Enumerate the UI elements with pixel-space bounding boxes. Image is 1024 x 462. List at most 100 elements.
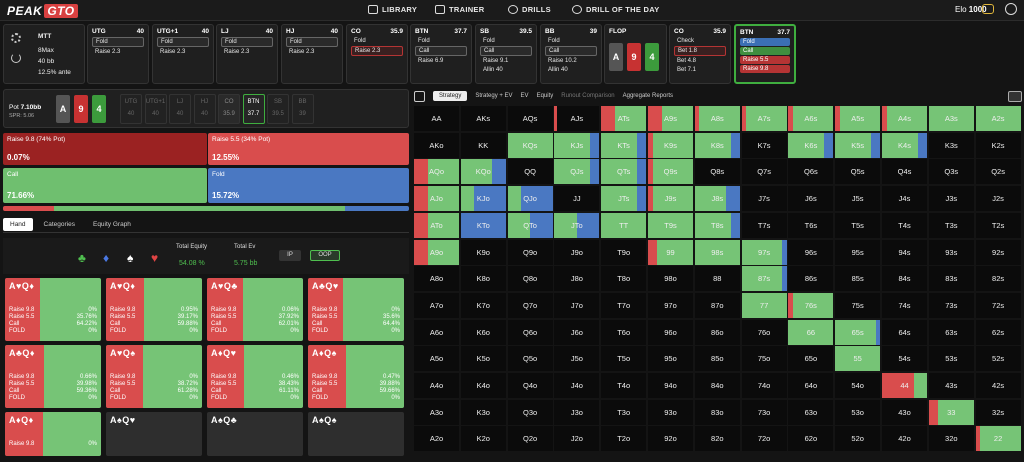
- action-option[interactable]: Call: [480, 46, 532, 56]
- range-cell[interactable]: Q2o: [507, 426, 553, 452]
- range-cell[interactable]: 96s: [788, 239, 834, 265]
- range-cell[interactable]: K3o: [460, 399, 506, 425]
- range-cell[interactable]: J8s: [694, 186, 740, 212]
- user-icon[interactable]: [1005, 3, 1017, 15]
- position-btn[interactable]: BTN 37.7: [242, 94, 265, 124]
- range-cell[interactable]: J7o: [554, 292, 600, 318]
- range-cell[interactable]: KJs: [554, 132, 600, 158]
- range-cell[interactable]: T5s: [835, 212, 881, 238]
- action-option[interactable]: Fold: [286, 37, 338, 47]
- tab-hand[interactable]: Hand: [3, 218, 33, 231]
- range-cell[interactable]: QJs: [554, 159, 600, 185]
- heart-filter-icon[interactable]: ♥: [151, 251, 159, 265]
- action-option[interactable]: Raise 2.3: [160, 49, 186, 55]
- ip-toggle[interactable]: IP: [279, 250, 301, 261]
- range-cell[interactable]: 74o: [741, 373, 787, 398]
- range-cell[interactable]: 75o: [741, 346, 787, 372]
- range-cell[interactable]: T9o: [601, 239, 647, 265]
- range-cell[interactable]: 95o: [648, 346, 693, 372]
- action-card-bb[interactable]: BB 39 Fold Call Raise 10.2 Allin 40: [540, 24, 602, 84]
- range-cell[interactable]: Q9s: [648, 159, 693, 185]
- range-cell[interactable]: 82o: [694, 426, 740, 452]
- range-cell[interactable]: QTo: [507, 212, 553, 238]
- range-cell[interactable]: ATs: [601, 106, 647, 131]
- range-cell[interactable]: 64s: [882, 319, 927, 345]
- range-cell[interactable]: Q3s: [928, 159, 974, 185]
- range-cell[interactable]: T3s: [928, 212, 974, 238]
- range-cell[interactable]: 85o: [694, 346, 740, 372]
- range-cell[interactable]: 52o: [835, 426, 881, 452]
- range-cell[interactable]: 65o: [788, 346, 834, 372]
- action-option[interactable]: Call: [740, 47, 790, 55]
- hand-combo[interactable]: A♠Q♥: [106, 412, 202, 456]
- range-cell[interactable]: A9s: [648, 106, 693, 131]
- range-cell[interactable]: 54s: [882, 346, 927, 372]
- tab-strategy-ev[interactable]: Strategy + EV: [475, 93, 513, 99]
- range-cell[interactable]: 65s: [835, 319, 881, 345]
- range-cell[interactable]: AJo: [414, 186, 459, 212]
- club-filter-icon[interactable]: ♣: [78, 251, 86, 265]
- range-cell[interactable]: K6s: [788, 132, 834, 158]
- range-cell[interactable]: 66: [788, 319, 834, 345]
- hand-combo[interactable]: A♣Q♦ Raise 9.8 0.66% Raise 5.5 39.98% Call 59.…: [5, 345, 101, 408]
- tab-equity[interactable]: Equity: [536, 93, 554, 99]
- position-lj[interactable]: LJ 40: [169, 94, 191, 124]
- range-cell[interactable]: 62s: [975, 319, 1021, 345]
- range-cell[interactable]: KTs: [601, 132, 647, 158]
- range-cell[interactable]: 94o: [648, 373, 693, 398]
- range-cell[interactable]: 74s: [882, 292, 927, 318]
- action-option[interactable]: Bet 4.8: [677, 58, 697, 64]
- action-option[interactable]: Fold: [354, 38, 366, 44]
- hand-combo[interactable]: A♥Q♣ Raise 9.8 0.06% Raise 5.5 37.92% Call 62.…: [207, 278, 303, 341]
- action-option[interactable]: Bet 1.8: [674, 46, 726, 56]
- range-cell[interactable]: 87o: [694, 292, 740, 318]
- position-hj[interactable]: HJ 40: [193, 94, 216, 124]
- range-cell[interactable]: A5s: [835, 106, 881, 131]
- range-cell[interactable]: 73o: [741, 399, 787, 425]
- range-cell[interactable]: J3o: [554, 399, 600, 425]
- layout-toggle-icon[interactable]: [414, 90, 425, 102]
- range-cell[interactable]: 72o: [741, 426, 787, 452]
- range-cell[interactable]: AQs: [507, 106, 553, 131]
- position-sb[interactable]: SB 39.5: [267, 94, 289, 124]
- action-option[interactable]: Raise 10.2: [548, 58, 577, 64]
- tab-equity-graph[interactable]: Equity Graph: [92, 221, 131, 228]
- range-cell[interactable]: JJ: [554, 186, 600, 212]
- range-cell[interactable]: 43s: [928, 373, 974, 398]
- range-cell[interactable]: T4s: [882, 212, 927, 238]
- range-cell[interactable]: 64o: [788, 373, 834, 398]
- action-card-sb[interactable]: SB 39.5 Fold Call Raise 9.1 Allin 40: [475, 24, 537, 84]
- action-card-btn[interactable]: BTN 37.7 Fold Call Raise 6.9: [410, 24, 472, 84]
- range-cell[interactable]: A3o: [414, 399, 459, 425]
- range-cell[interactable]: Q2s: [975, 159, 1021, 185]
- range-cell[interactable]: 85s: [835, 266, 881, 292]
- range-cell[interactable]: J6o: [554, 319, 600, 345]
- range-cell[interactable]: AA: [414, 106, 459, 131]
- range-cell[interactable]: A7s: [741, 106, 787, 131]
- range-cell[interactable]: Q7o: [507, 292, 553, 318]
- range-cell[interactable]: A3s: [928, 106, 974, 131]
- range-cell[interactable]: AQo: [414, 159, 459, 185]
- oop-toggle[interactable]: OOP: [310, 250, 340, 261]
- range-cell[interactable]: A2s: [975, 106, 1021, 131]
- range-cell[interactable]: 96o: [648, 319, 693, 345]
- range-cell[interactable]: A6s: [788, 106, 834, 131]
- range-cell[interactable]: 77: [741, 292, 787, 318]
- range-cell[interactable]: A4o: [414, 373, 459, 398]
- range-cell[interactable]: 42s: [975, 373, 1021, 398]
- range-cell[interactable]: T5o: [601, 346, 647, 372]
- range-cell[interactable]: 55: [835, 346, 881, 372]
- action-option[interactable]: Raise 2.3: [351, 46, 403, 56]
- strategy-option-0[interactable]: Raise 9.8 (74% Pot) 0.07%: [3, 133, 207, 165]
- range-cell[interactable]: 93o: [648, 399, 693, 425]
- range-cell[interactable]: 73s: [928, 292, 974, 318]
- action-card-utg+1[interactable]: UTG+1 40 Fold Raise 2.3: [152, 24, 214, 84]
- spade-filter-icon[interactable]: ♠: [127, 251, 134, 265]
- range-cell[interactable]: T6o: [601, 319, 647, 345]
- range-cell[interactable]: A2o: [414, 426, 459, 452]
- range-cell[interactable]: 94s: [882, 239, 927, 265]
- range-cell[interactable]: K8o: [460, 266, 506, 292]
- hand-combo[interactable]: A♦Q♠ Raise 9.8 0.47% Raise 5.5 39.88% Call 59.…: [308, 345, 404, 408]
- range-cell[interactable]: J9o: [554, 239, 600, 265]
- action-option[interactable]: Fold: [92, 37, 144, 47]
